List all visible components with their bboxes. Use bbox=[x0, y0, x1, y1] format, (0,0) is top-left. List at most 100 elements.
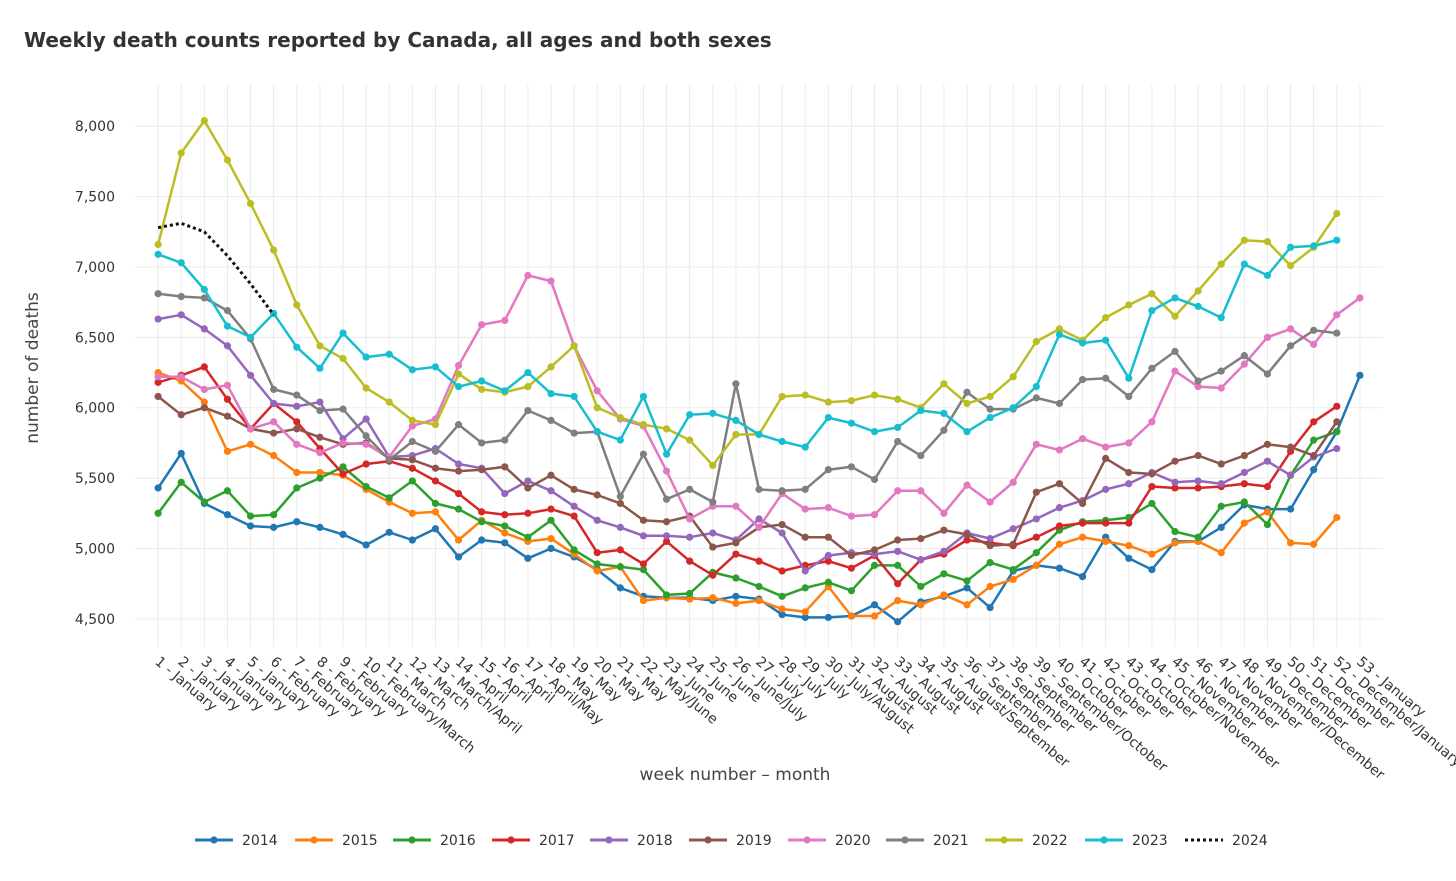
data-point-2017 bbox=[662, 537, 671, 546]
data-point-2019 bbox=[454, 467, 463, 475]
data-point-2016 bbox=[339, 463, 347, 471]
data-point-2016 bbox=[639, 565, 648, 574]
data-point-2023 bbox=[709, 409, 717, 417]
data-point-2021 bbox=[1333, 329, 1341, 337]
data-point-2020 bbox=[478, 321, 486, 329]
data-point-2021 bbox=[200, 294, 208, 302]
data-point-2022 bbox=[524, 383, 532, 391]
legend-item-2018[interactable]: 2018 bbox=[590, 833, 673, 849]
series-lines bbox=[154, 116, 1364, 626]
data-point-2014 bbox=[524, 554, 532, 562]
data-point-2017 bbox=[616, 546, 624, 554]
data-point-2021 bbox=[362, 432, 370, 440]
legend-item-2022[interactable]: 2022 bbox=[985, 833, 1068, 849]
data-point-2015 bbox=[316, 468, 324, 477]
legend-item-2021[interactable]: 2021 bbox=[886, 833, 969, 849]
data-point-2020 bbox=[1263, 333, 1272, 341]
data-point-2014 bbox=[270, 523, 278, 531]
data-point-2018 bbox=[801, 567, 809, 575]
y-tick-label: 6,500 bbox=[75, 330, 115, 346]
data-point-2016 bbox=[1171, 527, 1179, 536]
data-point-2022 bbox=[1240, 236, 1248, 244]
legend-item-2023[interactable]: 2023 bbox=[1085, 833, 1168, 849]
series-line-2018 bbox=[157, 313, 1338, 573]
data-point-2017 bbox=[454, 489, 463, 498]
data-point-2018 bbox=[1217, 480, 1225, 488]
data-point-2019 bbox=[547, 471, 555, 479]
data-point-2022 bbox=[246, 200, 255, 208]
data-point-2022 bbox=[223, 156, 232, 164]
data-point-2021 bbox=[755, 485, 763, 493]
data-point-2021 bbox=[1078, 375, 1087, 384]
data-point-2017 bbox=[547, 505, 555, 513]
data-point-2021 bbox=[478, 439, 486, 447]
data-point-2018 bbox=[177, 311, 185, 319]
data-point-2023 bbox=[1286, 243, 1295, 251]
data-point-2015 bbox=[986, 582, 994, 591]
data-point-2023 bbox=[570, 392, 578, 401]
data-point-2021 bbox=[917, 451, 925, 460]
data-point-2023 bbox=[686, 411, 694, 419]
data-point-2015 bbox=[1055, 540, 1064, 548]
data-point-2020 bbox=[894, 487, 902, 495]
data-point-2019 bbox=[478, 466, 486, 474]
legend-item-2024[interactable]: 2024 bbox=[1185, 833, 1268, 849]
data-point-2018 bbox=[246, 371, 255, 379]
data-point-2015 bbox=[270, 451, 278, 460]
data-point-2019 bbox=[662, 518, 671, 526]
legend-marker bbox=[803, 836, 811, 844]
data-point-2020 bbox=[270, 418, 278, 426]
data-point-2021 bbox=[570, 429, 578, 437]
data-point-2014 bbox=[963, 584, 971, 592]
data-point-2016 bbox=[963, 577, 971, 585]
data-point-2023 bbox=[1032, 383, 1040, 391]
data-point-2015 bbox=[431, 508, 440, 516]
series-line-2021 bbox=[157, 292, 1337, 504]
data-point-2022 bbox=[1333, 209, 1341, 218]
legend-item-2020[interactable]: 2020 bbox=[788, 833, 871, 849]
legend-item-2015[interactable]: 2015 bbox=[295, 833, 378, 849]
data-point-2023 bbox=[1125, 374, 1133, 382]
data-point-2020 bbox=[686, 515, 694, 523]
data-point-2022 bbox=[686, 436, 694, 444]
data-point-2015 bbox=[639, 596, 648, 605]
data-point-2020 bbox=[200, 385, 208, 394]
legend-item-2014[interactable]: 2014 bbox=[195, 833, 278, 849]
legend-label: 2020 bbox=[835, 833, 871, 849]
data-point-2018 bbox=[1009, 525, 1017, 533]
data-point-2021 bbox=[1102, 374, 1110, 382]
data-point-2017 bbox=[524, 509, 532, 517]
data-point-2016 bbox=[593, 560, 601, 568]
data-point-2019 bbox=[940, 526, 948, 534]
legend-item-2016[interactable]: 2016 bbox=[393, 833, 476, 849]
data-point-2016 bbox=[154, 509, 162, 517]
data-point-2016 bbox=[755, 582, 763, 591]
data-point-2022 bbox=[824, 398, 832, 406]
data-point-2023 bbox=[1310, 242, 1318, 250]
data-point-2014 bbox=[824, 613, 832, 622]
legend-item-2019[interactable]: 2019 bbox=[689, 833, 772, 849]
data-point-2022 bbox=[778, 392, 786, 401]
data-point-2023 bbox=[408, 366, 416, 374]
data-point-2018 bbox=[316, 398, 324, 406]
data-point-2021 bbox=[894, 437, 902, 446]
data-point-2018 bbox=[686, 533, 694, 541]
data-point-2015 bbox=[917, 601, 925, 609]
data-point-2017 bbox=[1125, 519, 1133, 527]
data-point-2021 bbox=[501, 436, 509, 444]
data-point-2019 bbox=[154, 392, 162, 401]
data-point-2021 bbox=[709, 498, 717, 506]
data-point-2023 bbox=[223, 322, 232, 330]
data-point-2022 bbox=[801, 391, 809, 399]
data-point-2015 bbox=[1240, 519, 1248, 527]
data-point-2021 bbox=[1310, 326, 1318, 334]
data-point-2018 bbox=[940, 547, 948, 555]
data-point-2017 bbox=[362, 460, 370, 468]
data-point-2015 bbox=[1333, 513, 1341, 522]
data-point-2014 bbox=[1217, 523, 1225, 531]
data-point-2020 bbox=[1310, 340, 1318, 348]
data-point-2022 bbox=[316, 342, 324, 350]
legend-item-2017[interactable]: 2017 bbox=[492, 833, 575, 849]
data-point-2023 bbox=[385, 350, 393, 358]
series-line-2017 bbox=[157, 365, 1338, 585]
